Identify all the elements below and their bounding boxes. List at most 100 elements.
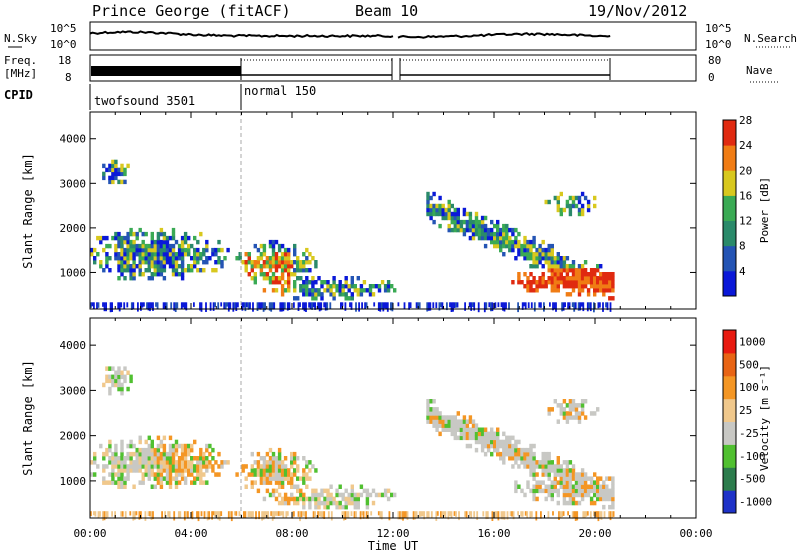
velocity-cell xyxy=(493,431,497,437)
power-cell xyxy=(311,292,315,297)
velocity-ground-cell xyxy=(589,511,592,518)
power-cell xyxy=(559,191,563,197)
power-cell xyxy=(511,231,515,237)
power-cell xyxy=(126,247,130,253)
power-ground-cell xyxy=(102,302,104,307)
power-ground-cell xyxy=(320,302,323,311)
cpid-mode-2: normal 150 xyxy=(244,84,316,98)
velocity-cell xyxy=(168,484,173,489)
power-cell xyxy=(462,231,467,237)
power-ground-cell xyxy=(91,302,94,307)
x-tick-label: 16:00 xyxy=(477,527,510,540)
velocity-cell xyxy=(123,476,127,481)
power-cell xyxy=(435,211,439,217)
power-cell xyxy=(568,284,573,289)
velocity-cell xyxy=(565,484,570,489)
velocity-cell xyxy=(596,480,600,485)
power-cell xyxy=(577,207,582,213)
power-cell xyxy=(114,159,118,165)
power-cell xyxy=(177,247,182,253)
power-cell xyxy=(474,211,479,217)
power-ground-cell xyxy=(170,302,173,309)
velocity-cell xyxy=(138,480,142,485)
velocity-cell xyxy=(541,468,545,473)
velocity-cell xyxy=(108,460,112,465)
power-cell xyxy=(596,264,600,269)
velocity-cell xyxy=(135,447,139,453)
velocity-ground-cell xyxy=(90,511,92,517)
power-colorbar-tick: 12 xyxy=(739,215,752,228)
velocity-ground-cell xyxy=(277,511,280,516)
velocity-cell xyxy=(483,451,488,457)
power-cell xyxy=(196,260,200,265)
power-ground-cell xyxy=(540,302,542,308)
velocity-cell xyxy=(108,386,112,392)
power-cell xyxy=(271,247,276,253)
velocity-cell xyxy=(556,468,560,473)
power-cell xyxy=(432,219,436,225)
power-cell xyxy=(529,272,533,277)
velocity-ground-cell xyxy=(609,511,612,521)
velocity-cell xyxy=(205,447,209,453)
power-cell xyxy=(547,199,551,205)
velocity-cell xyxy=(111,378,115,384)
velocity-cell xyxy=(132,464,136,469)
velocity-cell xyxy=(559,476,563,481)
power-cell xyxy=(308,260,312,265)
velocity-cell xyxy=(144,468,148,473)
velocity-cell xyxy=(523,460,527,465)
velocity-cell xyxy=(317,496,321,502)
velocity-colorbar-swatch xyxy=(723,467,736,491)
velocity-cell xyxy=(126,451,130,457)
velocity-cell xyxy=(432,423,436,428)
velocity-cell xyxy=(538,488,542,494)
velocity-cell xyxy=(162,447,167,453)
velocity-cell xyxy=(287,468,291,473)
velocity-cell xyxy=(474,439,479,445)
power-cell xyxy=(180,276,185,281)
velocity-cell xyxy=(511,464,515,469)
velocity-ground-cell xyxy=(244,511,247,519)
velocity-cell xyxy=(556,464,560,469)
velocity-cell xyxy=(526,464,530,469)
power-cell xyxy=(368,284,373,289)
velocity-y-tick-label: 3000 xyxy=(60,384,87,397)
power-cell xyxy=(299,276,303,281)
velocity-ground-cell xyxy=(185,511,188,518)
power-cell xyxy=(202,247,206,253)
velocity-cell xyxy=(468,427,473,432)
velocity-cell xyxy=(471,435,476,441)
velocity-cell xyxy=(444,419,448,424)
power-cell xyxy=(462,219,467,225)
power-cell xyxy=(608,272,612,277)
power-cell xyxy=(299,284,303,289)
power-ground-cell xyxy=(527,302,530,308)
power-cell xyxy=(305,280,309,285)
velocity-cell xyxy=(453,415,457,420)
power-cell xyxy=(305,260,309,265)
velocity-cell xyxy=(350,492,354,498)
velocity-cell xyxy=(577,480,582,485)
power-colorbar-swatch xyxy=(723,245,736,272)
velocity-cell xyxy=(532,472,536,477)
power-cell xyxy=(150,264,154,269)
velocity-cell xyxy=(105,374,109,380)
power-cell xyxy=(574,284,579,289)
velocity-ground-cell xyxy=(93,511,95,516)
power-ground-cell xyxy=(564,302,566,307)
velocity-cell xyxy=(571,407,576,412)
velocity-cell xyxy=(202,456,206,461)
velocity-cell xyxy=(196,468,200,473)
velocity-cell xyxy=(514,439,518,445)
velocity-cell xyxy=(190,464,194,469)
power-cell xyxy=(356,288,360,293)
velocity-cell xyxy=(93,451,97,457)
power-ground-cell xyxy=(577,302,580,311)
velocity-cell xyxy=(556,488,560,494)
velocity-ground-cell xyxy=(177,511,180,518)
power-cell xyxy=(550,260,554,265)
power-cell xyxy=(120,272,124,277)
power-cell xyxy=(538,284,542,289)
velocity-cell xyxy=(329,496,333,502)
velocity-cell xyxy=(529,488,533,494)
